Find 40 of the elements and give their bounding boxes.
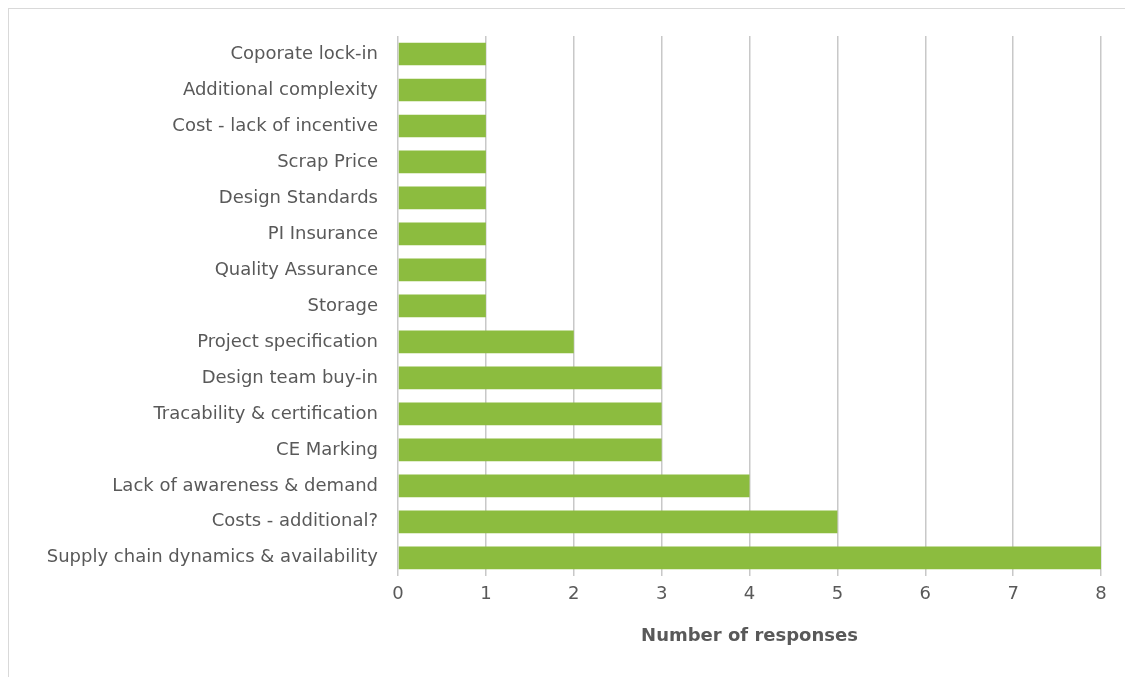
- bar: [398, 42, 486, 66]
- y-tick-label: Design Standards: [218, 185, 378, 207]
- y-tick-label: Supply chain dynamics & availability: [46, 545, 379, 567]
- bar: [398, 510, 838, 534]
- bar: [398, 474, 750, 498]
- x-tick-label: 5: [831, 582, 844, 604]
- x-tick-label: 6: [919, 582, 931, 604]
- x-tick-label: 8: [1095, 582, 1107, 604]
- y-tick-label: CE Marking: [276, 437, 378, 459]
- y-tick-label: Cost - lack of incentive: [172, 113, 378, 135]
- y-tick-label: Quality Assurance: [214, 257, 378, 279]
- y-tick-label: Additional complexity: [182, 77, 379, 99]
- bar: [398, 366, 662, 390]
- bar: [398, 258, 486, 282]
- x-tick-label: 3: [655, 582, 668, 604]
- bar: [398, 294, 486, 318]
- y-tick-label: Project specification: [197, 329, 378, 351]
- y-tick-label: Storage: [307, 293, 378, 315]
- y-tick-label: Design team buy-in: [201, 365, 378, 387]
- y-tick-label: PI Insurance: [267, 221, 378, 243]
- bar: [398, 78, 486, 102]
- bar: [398, 186, 486, 210]
- bar: [398, 150, 486, 174]
- x-tick-label: 2: [568, 582, 580, 604]
- y-tick-label: Coporate lock-in: [230, 41, 378, 63]
- bar: [398, 546, 1101, 570]
- x-tick-label: 1: [480, 582, 492, 604]
- bar: [398, 330, 574, 354]
- y-tick-label: Lack of awareness & demand: [112, 473, 378, 495]
- bar: [398, 438, 662, 462]
- bar: [398, 222, 486, 246]
- y-tick-label: Tracability & certification: [152, 401, 378, 423]
- bar: [398, 402, 662, 426]
- y-tick-label: Costs - additional?: [211, 509, 378, 531]
- x-tick-label: 7: [1007, 582, 1019, 604]
- x-tick-label: 0: [392, 582, 404, 604]
- x-axis-title: Number of responses: [641, 623, 858, 645]
- bar: [398, 114, 486, 138]
- x-tick-label: 4: [743, 582, 756, 604]
- y-tick-label: Scrap Price: [277, 149, 378, 171]
